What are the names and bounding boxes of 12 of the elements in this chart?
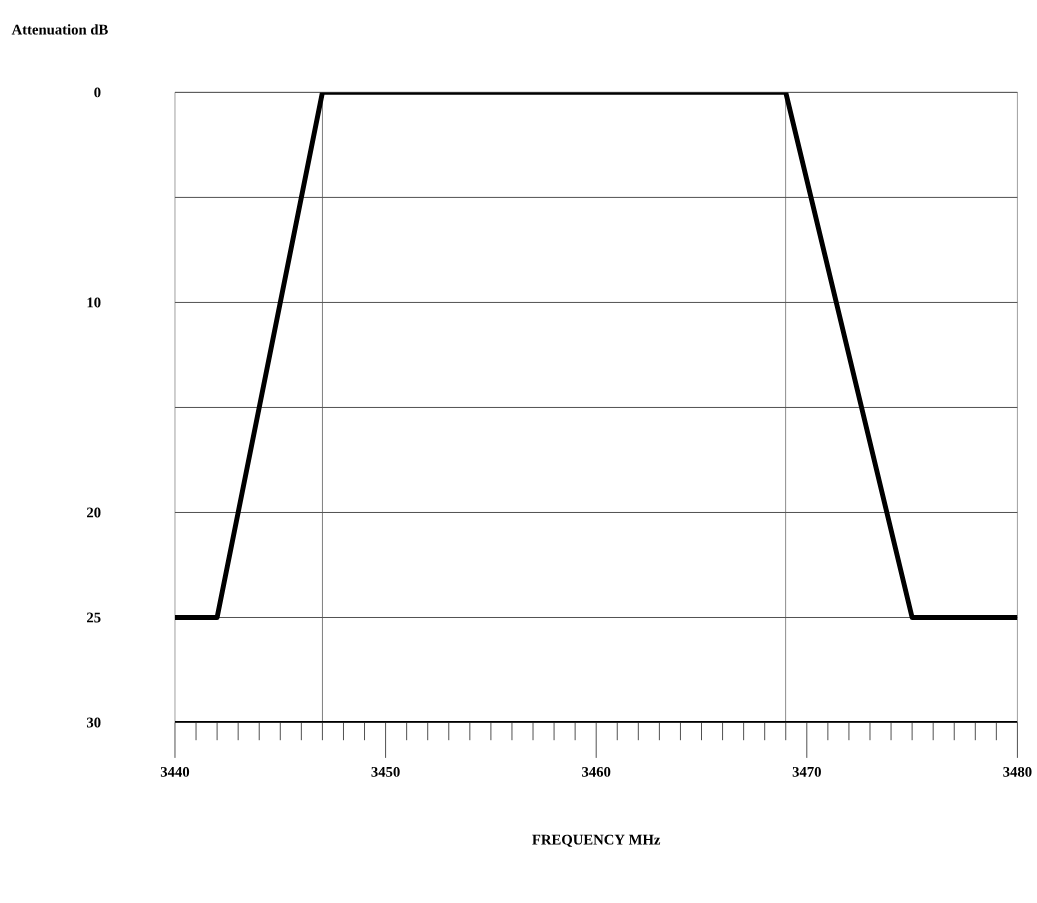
x-axis-title: FREQUENCY MHz bbox=[532, 834, 661, 847]
y-tick-label: 20 bbox=[87, 507, 101, 518]
x-tick-label: 3480 bbox=[1003, 766, 1032, 777]
x-tick-label: 3470 bbox=[792, 766, 821, 777]
y-tick-label: 30 bbox=[86, 717, 101, 728]
x-tick-label: 3440 bbox=[160, 766, 190, 777]
y-tick-label: 0 bbox=[94, 87, 101, 98]
x-tick-label: 3460 bbox=[582, 766, 611, 777]
x-tick-label: 3450 bbox=[371, 766, 400, 777]
y-axis-title: Attenuation dB bbox=[11, 24, 108, 35]
y-tick-label: 10 bbox=[87, 297, 101, 308]
y-tick-label: 25 bbox=[87, 612, 101, 623]
